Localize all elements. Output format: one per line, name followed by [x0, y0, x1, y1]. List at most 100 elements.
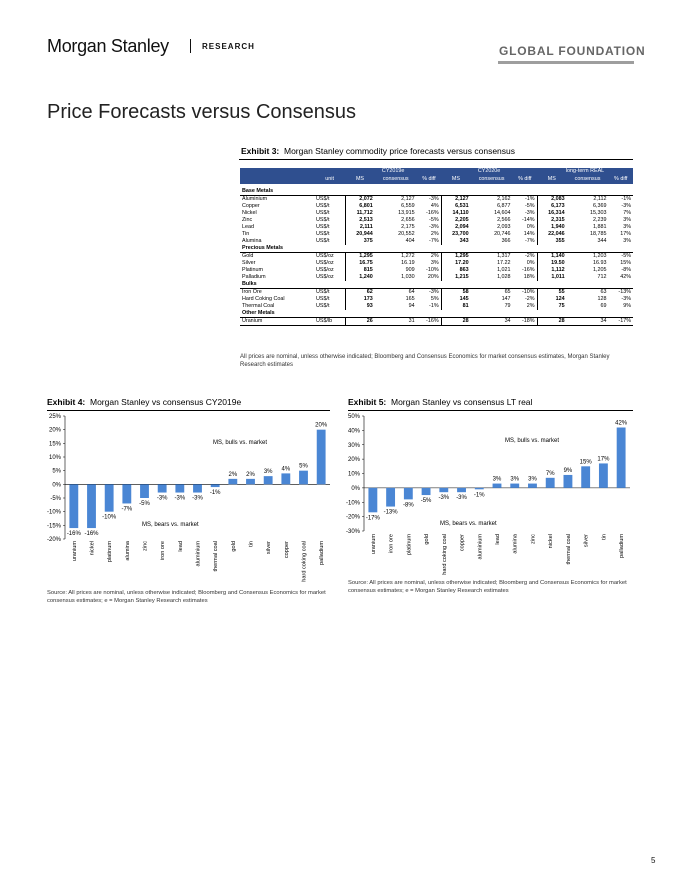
value-cell: 1,240 — [344, 274, 375, 281]
y-tick-label: 0% — [351, 486, 360, 492]
page-number: 5 — [651, 856, 656, 865]
data-label: -5% — [139, 501, 150, 507]
page-header: Morgan Stanley RESEARCH GLOBAL FOUNDATIO… — [0, 0, 680, 70]
bar — [263, 476, 273, 485]
value-cell: -17% — [608, 317, 633, 326]
bar — [421, 487, 431, 496]
exhibit4-rule — [47, 410, 330, 411]
value-cell: 13,915 — [398, 210, 415, 216]
brand-logo: Morgan Stanley — [47, 36, 169, 56]
value-cell: 2,094 — [440, 224, 471, 231]
value-cell: 2,239 — [592, 217, 607, 223]
value-cell: 9% — [623, 303, 631, 309]
value-cell: 17.20 — [440, 260, 471, 267]
value-cell: 14,604 — [494, 210, 511, 216]
commodity-name: Thermal Coal — [242, 303, 275, 309]
category-label: iron ore — [389, 534, 395, 553]
value-cell: 909 — [405, 267, 415, 273]
data-label: -3% — [456, 495, 467, 501]
table-body: Base Metals Aluminium US$/t 2,072 2,127 -3% 2,… — [240, 184, 633, 326]
data-label: 3% — [510, 477, 519, 483]
bar — [175, 484, 185, 493]
data-label: -7% — [121, 506, 132, 512]
category-label: lead — [178, 541, 184, 552]
table-row: Gold US$/oz 1,295 1,272 2% 1,295 1,317 -2% 1,140… — [240, 252, 633, 260]
value-cell: 6,369 — [592, 203, 607, 209]
value-cell: 165 — [405, 296, 415, 302]
unit-cell: US$/t — [316, 231, 330, 237]
unit-cell: US$/t — [316, 238, 330, 244]
value-cell: 1,112 — [536, 267, 567, 274]
value-cell: -1% — [524, 196, 535, 202]
unit-cell: US$/oz — [316, 253, 334, 259]
bar — [474, 487, 484, 490]
value-cell: 31 — [374, 317, 417, 326]
value-cell: 815 — [344, 267, 375, 274]
value-cell: -16% — [521, 267, 535, 273]
value-cell: 81 — [440, 303, 471, 310]
unit-cell: US$/t — [316, 224, 330, 230]
value-cell: 2,111 — [344, 224, 375, 231]
value-cell: 0% — [526, 260, 535, 266]
value-cell: 28 — [536, 317, 567, 326]
category-label: gold — [231, 541, 237, 552]
value-cell: 26 — [344, 317, 375, 326]
value-cell: 4% — [430, 203, 439, 209]
forecast-table: CY2019e CY2020e long-term REAL unit MS c… — [240, 168, 633, 326]
data-label: 20% — [315, 423, 328, 429]
value-cell: 2,205 — [440, 217, 471, 224]
logo-divider — [190, 39, 191, 53]
group-longterm: long-term REAL — [537, 168, 633, 175]
category-label: tin — [249, 541, 255, 547]
bar — [157, 484, 167, 493]
category-label: tin — [601, 534, 607, 540]
bar — [528, 483, 537, 488]
table-row: Tin US$/t 20,944 20,552 2% 23,700 20,746 14% 22,… — [240, 231, 633, 238]
series-underline — [498, 61, 634, 64]
value-cell: 6,877 — [497, 203, 511, 209]
exhibit3-label: Exhibit 3: — [241, 146, 280, 156]
value-cell: -7% — [429, 238, 439, 244]
bar — [403, 487, 413, 500]
page-title: Price Forecasts versus Consensus — [47, 101, 357, 123]
exhibit3-note: All prices are nominal, unless otherwise… — [240, 354, 610, 368]
value-cell: 2,175 — [401, 224, 415, 230]
value-cell: -3% — [429, 289, 439, 295]
bulls-annotation: MS, bulls vs. market — [213, 440, 267, 446]
value-cell: 94 — [408, 303, 415, 309]
category-label: thermal coal — [566, 534, 572, 564]
bulls-annotation: MS, bulls vs. market — [505, 438, 559, 444]
value-cell: 344 — [597, 238, 607, 244]
value-cell: 1,011 — [536, 274, 567, 281]
bar — [140, 484, 149, 498]
data-label: -5% — [421, 498, 432, 504]
value-cell: 2,127 — [440, 195, 471, 203]
value-cell: 2,083 — [536, 195, 567, 203]
bar — [510, 483, 520, 488]
data-label: 42% — [615, 421, 628, 427]
category-label: platinum — [406, 534, 412, 555]
value-cell: 2,112 — [593, 196, 607, 202]
value-cell: -5% — [429, 217, 439, 223]
series-label: GLOBAL FOUNDATION — [499, 44, 646, 58]
category-label: alumina — [513, 533, 519, 553]
value-cell: 20,944 — [344, 231, 375, 238]
value-cell: 712 — [597, 274, 607, 280]
y-tick-label: 25% — [49, 414, 62, 420]
value-cell: 3% — [430, 260, 439, 266]
value-cell: 128 — [597, 296, 607, 302]
col-ms: MS — [537, 175, 567, 184]
data-label: 3% — [264, 469, 273, 475]
value-cell: 2% — [526, 303, 535, 309]
commodity-name: Aluminium — [242, 196, 268, 202]
data-label: -8% — [403, 502, 414, 508]
col-diff: % diff — [512, 175, 538, 184]
commodity-name: Nickel — [242, 210, 257, 216]
bar — [87, 484, 96, 529]
exhibit3-title-text: Morgan Stanley commodity price forecasts… — [284, 146, 516, 156]
data-label: 3% — [528, 477, 537, 483]
value-cell: 16.19 — [401, 260, 415, 266]
value-cell: 16.75 — [344, 260, 375, 267]
exhibit5-title-text: Morgan Stanley vs consensus LT real — [391, 397, 533, 407]
value-cell: 18,785 — [589, 231, 607, 237]
